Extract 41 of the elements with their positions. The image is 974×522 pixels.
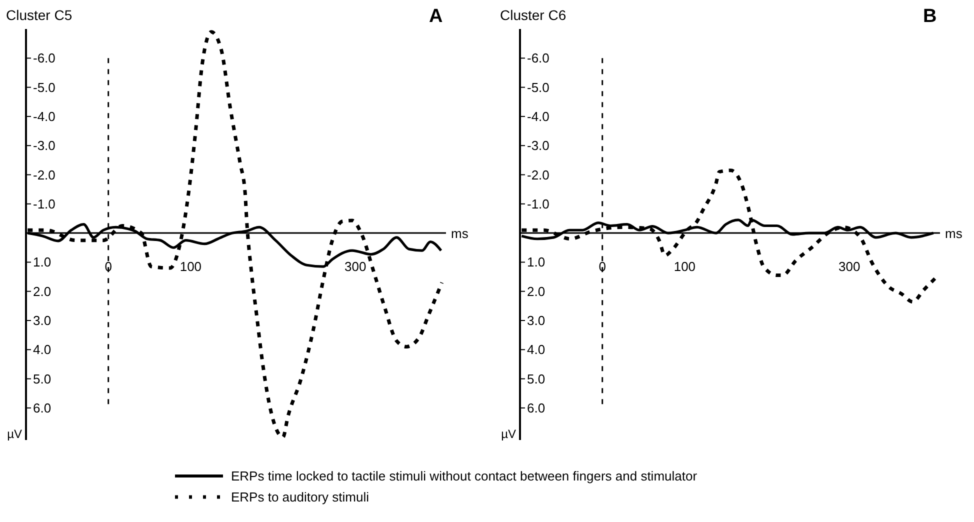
text: B xyxy=(923,6,937,27)
x-tick-label: 300 xyxy=(344,259,366,274)
y-tick-label: -1.0 xyxy=(527,196,550,212)
y-tick-label: 1.0 xyxy=(33,254,52,270)
y-tick-label: 6.0 xyxy=(33,400,52,416)
y-tick-label: 5.0 xyxy=(33,371,52,386)
x-tick-label: 300 xyxy=(838,259,860,274)
line-series xyxy=(26,30,444,439)
y-tick-label: -6.0 xyxy=(527,50,550,66)
chart-title: Cluster C5 xyxy=(6,7,72,23)
y-tick-label: 5.0 xyxy=(527,371,546,386)
text: A xyxy=(429,6,443,27)
y-tick-label: -3.0 xyxy=(33,138,56,154)
x-tick-label: 0 xyxy=(104,259,112,274)
y-tick-label: -5.0 xyxy=(527,80,550,95)
legend-label: ERPs time locked to tactile stimuli without contact between fingers and stimulator xyxy=(231,468,698,484)
y-tick-label: 1.0 xyxy=(527,254,546,270)
x-tick-label: 100 xyxy=(180,259,202,274)
y-axis-title: µV xyxy=(7,427,22,441)
y-tick-label: 2.0 xyxy=(527,284,546,299)
x-axis-title: ms xyxy=(945,226,963,242)
y-axis-title: µV xyxy=(501,427,516,441)
y-tick-label: -5.0 xyxy=(33,80,56,95)
chart-title: Cluster C6 xyxy=(500,7,566,23)
y-tick-label: -3.0 xyxy=(527,138,550,154)
x-tick-label: 100 xyxy=(674,259,696,274)
y-tick-label: 3.0 xyxy=(33,313,52,328)
legend-label: ERPs to auditory stimuli xyxy=(231,490,370,505)
x-axis-title: ms xyxy=(451,226,469,242)
y-tick-label: 6.0 xyxy=(527,400,546,416)
x-tick-label: 0 xyxy=(598,259,606,274)
y-tick-label: -6.0 xyxy=(33,50,56,66)
y-tick-label: 2.0 xyxy=(33,284,52,299)
y-tick-label: -2.0 xyxy=(527,167,550,182)
y-tick-label: 4.0 xyxy=(527,342,546,358)
y-tick-label: 4.0 xyxy=(33,342,52,358)
y-tick-label: -4.0 xyxy=(527,108,550,124)
y-tick-label: 3.0 xyxy=(527,313,546,328)
y-tick-label: -2.0 xyxy=(33,167,56,182)
y-tick-label: -1.0 xyxy=(33,196,56,212)
y-tick-label: -4.0 xyxy=(33,108,56,124)
